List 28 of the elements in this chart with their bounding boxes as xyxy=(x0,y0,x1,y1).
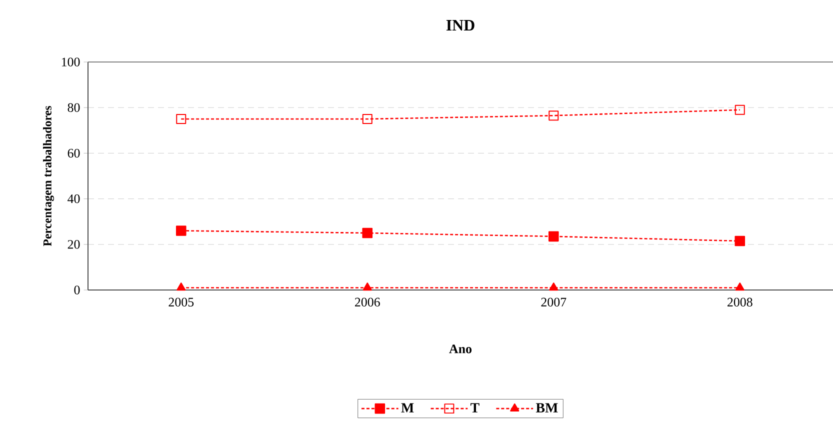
x-axis-title: Ano xyxy=(449,344,472,354)
x-tick-label: 2006 xyxy=(354,298,380,307)
legend-label: T xyxy=(470,403,480,412)
point xyxy=(362,114,372,124)
point xyxy=(735,282,744,291)
point xyxy=(176,114,186,124)
point xyxy=(176,282,186,291)
chart-title: IND xyxy=(446,20,474,30)
y-tick-label: 40 xyxy=(68,194,80,204)
legend-label: M xyxy=(401,403,414,412)
y-tick-label: 0 xyxy=(74,286,80,294)
point xyxy=(362,282,372,291)
x-tick-label: 2005 xyxy=(168,298,194,307)
y-tick-label: 100 xyxy=(62,58,80,66)
y-axis-title: Percentagem trabalhadores xyxy=(43,106,54,246)
x-tick-label: 2008 xyxy=(727,298,752,307)
x-tick-label: 2007 xyxy=(541,298,566,307)
y-tick-label: 80 xyxy=(68,103,80,112)
point xyxy=(734,236,746,246)
point xyxy=(549,282,558,291)
y-tick-label: 20 xyxy=(68,240,80,249)
point xyxy=(362,228,373,238)
point xyxy=(734,104,745,115)
point xyxy=(548,231,559,242)
legend-label: BM xyxy=(536,403,558,412)
point xyxy=(176,226,186,236)
point xyxy=(548,110,559,121)
y-tick-label: 60 xyxy=(68,148,80,158)
